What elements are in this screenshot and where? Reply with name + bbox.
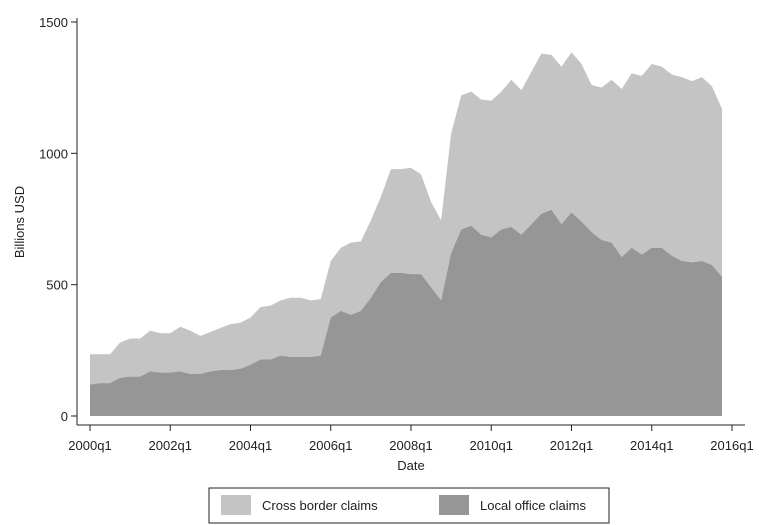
x-tick-label: 2006q1	[309, 438, 352, 453]
y-tick-label: 500	[46, 278, 68, 293]
x-tick-label: 2000q1	[68, 438, 111, 453]
y-axis-title: Billions USD	[12, 186, 27, 258]
x-tick-label: 2008q1	[389, 438, 432, 453]
legend-label-local-office: Local office claims	[480, 498, 586, 513]
y-tick-label: 1500	[39, 15, 68, 30]
area-cross-border-claims	[90, 52, 722, 385]
legend-swatch-cross-border	[221, 495, 251, 515]
area-series-group	[90, 52, 722, 416]
legend-swatch-local-office	[439, 495, 469, 515]
legend: Cross border claims Local office claims	[208, 487, 610, 524]
x-ticks: 2000q1 2002q1 2004q1 2006q1 2008q1 2010q1 2012…	[68, 425, 754, 453]
legend-label-cross-border: Cross border claims	[262, 498, 378, 513]
y-tick-label: 1000	[39, 146, 68, 161]
x-tick-label: 2012q1	[550, 438, 593, 453]
x-tick-label: 2014q1	[630, 438, 673, 453]
y-tick-label: 0	[61, 409, 68, 424]
x-axis-title: Date	[397, 458, 424, 473]
x-tick-label: 2004q1	[229, 438, 272, 453]
x-tick-label: 2002q1	[149, 438, 192, 453]
area-local-office-claims	[90, 209, 722, 416]
legend-frame	[208, 487, 610, 524]
x-tick-label: 2016q1	[710, 438, 753, 453]
x-tick-label: 2010q1	[470, 438, 513, 453]
y-ticks: 0 500 1000 1500	[39, 15, 77, 424]
